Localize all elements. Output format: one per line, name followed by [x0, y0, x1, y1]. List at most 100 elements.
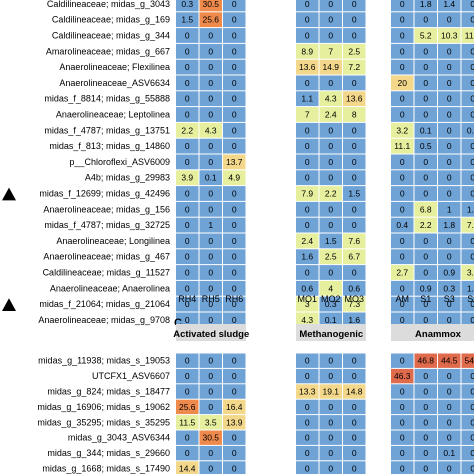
- heatmap-cell: [296, 415, 319, 430]
- heatmap-cell: [296, 384, 319, 399]
- cell-value: 3: [305, 299, 310, 309]
- cell-value: 25.6: [179, 402, 196, 412]
- heatmap-cell: [414, 0, 437, 12]
- heatmap-cell: [414, 353, 437, 368]
- cell-value: 0: [352, 268, 357, 278]
- heatmap-cell: [199, 445, 222, 461]
- cell-value: 0: [328, 173, 333, 183]
- heatmap-cell: [199, 28, 222, 43]
- heatmap-cell: [343, 353, 366, 368]
- cell-value: 7.4: [467, 220, 474, 230]
- cell-value: 0: [232, 141, 237, 151]
- cell-value: 4.3: [205, 125, 217, 135]
- cell-value: 0: [400, 299, 405, 309]
- heatmap-cell: [319, 312, 342, 328]
- heatmap-cell: [296, 217, 319, 233]
- heatmap-cell: [461, 59, 474, 75]
- heatmap-cell: [343, 186, 366, 201]
- heatmap-cell: [438, 445, 461, 461]
- cell-value: 0: [352, 220, 357, 230]
- cell-value: 0: [232, 110, 237, 120]
- heatmap-cell: [343, 430, 366, 445]
- cell-value: 0: [423, 299, 428, 309]
- cell-value: 0: [423, 371, 428, 381]
- heatmap-cell: [414, 107, 437, 122]
- cell-value: 0: [208, 78, 213, 88]
- heatmap-cell: [461, 43, 474, 59]
- cell-value: 0: [232, 15, 237, 25]
- heatmap-cell: [296, 280, 319, 296]
- cell-value: 0: [352, 125, 357, 135]
- heatmap-cell: [391, 43, 414, 59]
- heatmap-cell: [391, 170, 414, 186]
- heatmap-cell: [319, 430, 342, 445]
- heatmap-cell: [176, 384, 199, 399]
- cell-value: 2.7: [396, 268, 408, 278]
- heatmap-cell: [343, 75, 366, 91]
- cell-value: 6.8: [420, 204, 432, 214]
- cell-value: 0: [470, 371, 474, 381]
- cell-value: 11.1: [394, 141, 410, 151]
- cell-value: 13.3: [299, 387, 316, 397]
- cell-value: 0: [185, 356, 190, 366]
- heatmap-cell: [223, 154, 246, 170]
- cell-value: 1.5: [325, 236, 337, 246]
- cell-value: 1.5: [348, 189, 360, 199]
- cell-value: 0: [470, 236, 474, 246]
- cell-value: 0: [400, 204, 405, 214]
- cell-value: 2.5: [325, 252, 337, 262]
- heatmap-cell: [343, 280, 366, 296]
- cell-value: 0: [232, 189, 237, 199]
- heatmap-cell: [319, 217, 342, 233]
- cell-value: 0: [185, 371, 190, 381]
- x-tick-label: RH6: [225, 294, 243, 304]
- heatmap-cell: [391, 75, 414, 91]
- heatmap-cell: [319, 59, 342, 75]
- cell-value: 0: [208, 189, 213, 199]
- heatmap-cell: [223, 280, 246, 296]
- heatmap-cell: [176, 217, 199, 233]
- heatmap-cell: [176, 233, 199, 249]
- heatmap-cell: [438, 430, 461, 445]
- heatmap-cell: [461, 122, 474, 138]
- row-label: Caldilineaceae; midas_g_11527: [43, 268, 170, 278]
- heatmap-cell: [223, 249, 246, 265]
- cell-value: 3.9: [181, 173, 193, 183]
- cell-value: 0: [400, 283, 405, 293]
- heatmap-cell: [438, 461, 461, 474]
- heatmap-cell: [223, 399, 246, 415]
- row-label: midas_g_35295; midas_s_35295: [37, 417, 170, 427]
- heatmap-cell: [223, 0, 246, 12]
- heatmap-cell: [199, 249, 222, 265]
- cell-value: 0: [447, 433, 452, 443]
- cell-value: 0: [447, 173, 452, 183]
- cell-value: 0.1: [325, 315, 337, 325]
- cell-value: 0: [352, 448, 357, 458]
- cell-value: 0: [328, 433, 333, 443]
- cell-value: 0: [208, 448, 213, 458]
- cell-value: 14.4: [179, 464, 196, 474]
- cell-value: 0: [400, 31, 405, 41]
- row-label: midas_f_4787; midas_g_13751: [44, 125, 170, 135]
- row-label: Anaerolineaceae; midas_g_156: [43, 204, 170, 214]
- cell-value: 0: [400, 315, 405, 325]
- cell-value: 0.9: [420, 283, 432, 293]
- heatmap-cell: [223, 170, 246, 186]
- cell-value: 0: [400, 356, 405, 366]
- heatmap-cell: [438, 0, 461, 12]
- cell-value: 0: [447, 141, 452, 151]
- cell-value: 0: [232, 94, 237, 104]
- group-header: Anammox: [415, 329, 462, 340]
- cell-value: 0: [447, 371, 452, 381]
- cell-value: 0: [232, 387, 237, 397]
- cell-value: 0: [423, 110, 428, 120]
- cell-value: 0: [423, 62, 428, 72]
- row-label: A4b; midas_g_29983: [85, 173, 170, 183]
- heatmap-cell: [319, 12, 342, 28]
- group-header-bg: [176, 324, 246, 341]
- heatmap-cell: [343, 91, 366, 107]
- heatmap-cell: [391, 28, 414, 43]
- heatmap-cell: [414, 43, 437, 59]
- heatmap-cell: [199, 75, 222, 91]
- cell-value: 0: [470, 433, 474, 443]
